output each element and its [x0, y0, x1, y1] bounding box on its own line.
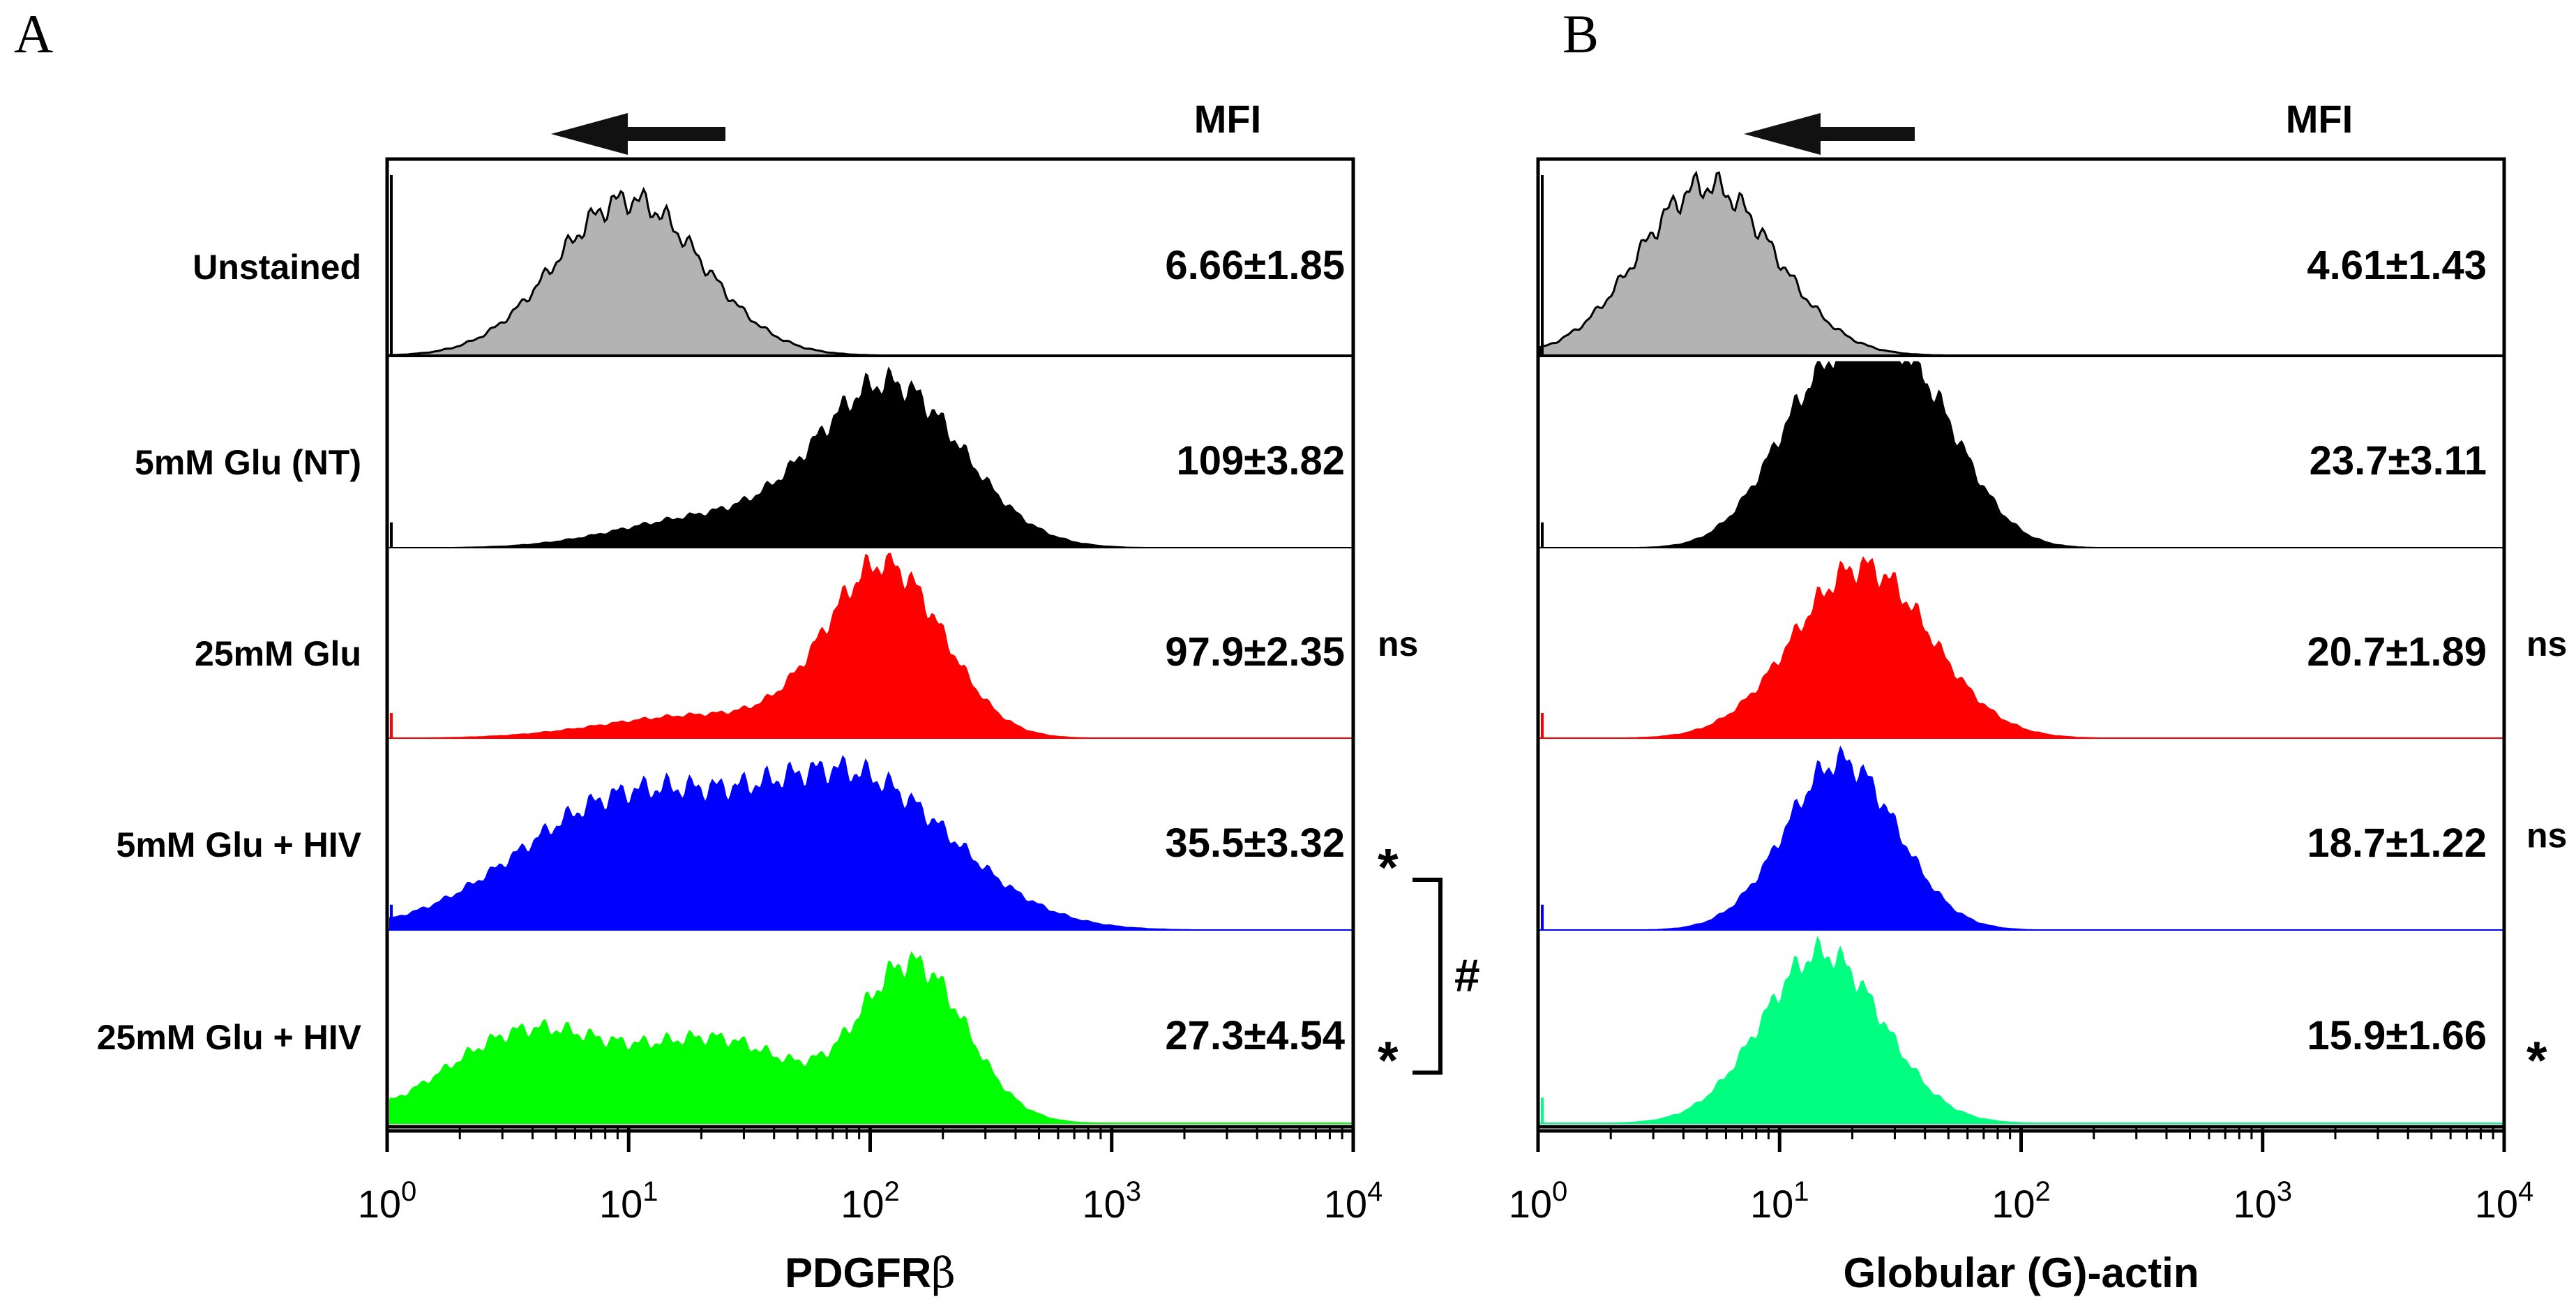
x-axis-label: PDGFRβ	[785, 1249, 956, 1298]
tick-label: 101	[1750, 1176, 1809, 1226]
mfi-value: 109±3.82	[1177, 438, 1346, 483]
tick-label: 100	[358, 1176, 417, 1226]
mfi-value: 15.9±1.66	[2307, 1013, 2487, 1058]
arrow-head	[551, 113, 628, 155]
mfi-value: 4.61±1.43	[2307, 243, 2487, 288]
tick-label: 102	[841, 1176, 900, 1226]
panel-b: B MFI 4.61±1.43 23.7±3.11 20.7±1.89 ns 18.7±1.…	[1509, 3, 2568, 1296]
mfi-header: MFI	[2286, 97, 2353, 141]
significance-mark: ns	[1378, 624, 1418, 663]
mfi-value: 35.5±3.32	[1165, 820, 1345, 866]
mfi-value: 97.9±2.35	[1165, 629, 1345, 675]
arrow-head	[1744, 113, 1821, 155]
significance-mark: *	[1378, 838, 1399, 897]
x-axis-label: Globular (G)-actin	[1844, 1250, 2199, 1296]
tick-label: 101	[599, 1176, 658, 1226]
mfi-value: 23.7±3.11	[2310, 438, 2487, 483]
significance-mark: *	[2526, 1031, 2547, 1090]
tick-label: 104	[2475, 1176, 2534, 1226]
row-label: 5mM Glu (NT)	[135, 443, 361, 482]
tick-label: 103	[1082, 1176, 1141, 1226]
mfi-value: 27.3±4.54	[1165, 1013, 1345, 1058]
mfi-value: 20.7±1.89	[2307, 629, 2487, 675]
tick-label: 100	[1509, 1176, 1568, 1226]
mfi-value: 18.7±1.22	[2307, 820, 2487, 866]
tick-label: 102	[1991, 1176, 2051, 1226]
comparison-bracket	[1413, 878, 1443, 1075]
panel-a: A MFI Unstained 6.66±1.85 5mM Glu (NT) 109±3.…	[14, 3, 1480, 1298]
tick-label: 103	[2233, 1176, 2292, 1226]
bracket-symbol: #	[1454, 950, 1480, 1001]
row-label: 5mM Glu + HIV	[116, 825, 362, 864]
panel-label: A	[14, 3, 53, 64]
tick-label: 104	[1324, 1176, 1383, 1226]
row-label: 25mM Glu + HIV	[97, 1018, 362, 1057]
mfi-value: 6.66±1.85	[1165, 243, 1345, 288]
significance-mark: *	[1378, 1031, 1399, 1090]
significance-mark: ns	[2526, 816, 2567, 855]
mfi-header: MFI	[1194, 97, 1261, 141]
row-label: Unstained	[193, 248, 361, 287]
row-label: 25mM Glu	[195, 634, 361, 673]
significance-mark: ns	[2526, 624, 2567, 663]
panel-label: B	[1562, 3, 1599, 64]
